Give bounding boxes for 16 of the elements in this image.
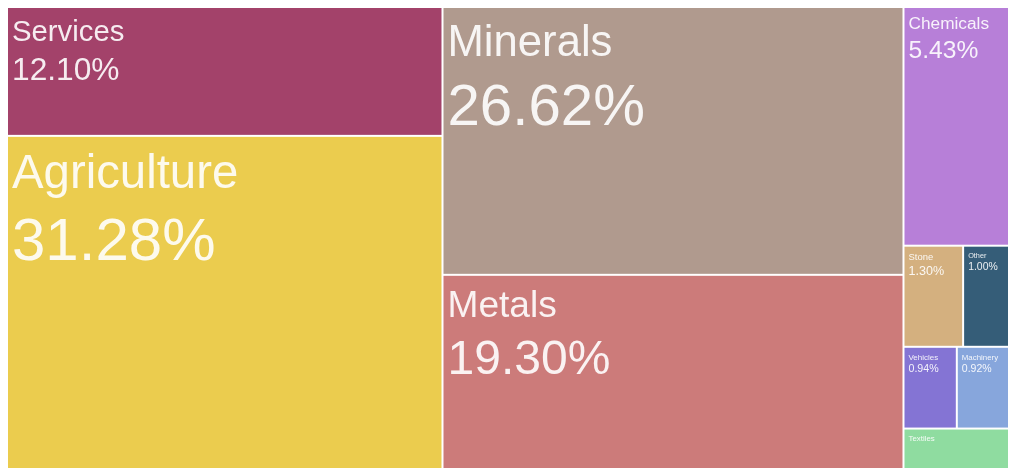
- data-label: 0.94%: [908, 362, 940, 375]
- data-label: 1.00%: [968, 261, 998, 273]
- category-label: Stone: [908, 251, 934, 263]
- data-label: 19.30%: [447, 331, 611, 385]
- category-label: Chemicals: [908, 13, 990, 34]
- data-label: 26.62%: [447, 71, 645, 137]
- category-label: Metals: [447, 282, 557, 325]
- data-label: 12.10%: [12, 51, 120, 88]
- data-label: 5.43%: [908, 36, 979, 64]
- category-label: Minerals: [447, 15, 613, 65]
- category-label: Agriculture: [12, 145, 239, 199]
- data-label: 0.92%: [961, 362, 992, 375]
- data-label: 31.28%: [12, 206, 216, 274]
- category-label: Vehicles: [908, 352, 939, 362]
- category-label: Services: [12, 14, 125, 48]
- data-label: 1.30%: [908, 264, 945, 279]
